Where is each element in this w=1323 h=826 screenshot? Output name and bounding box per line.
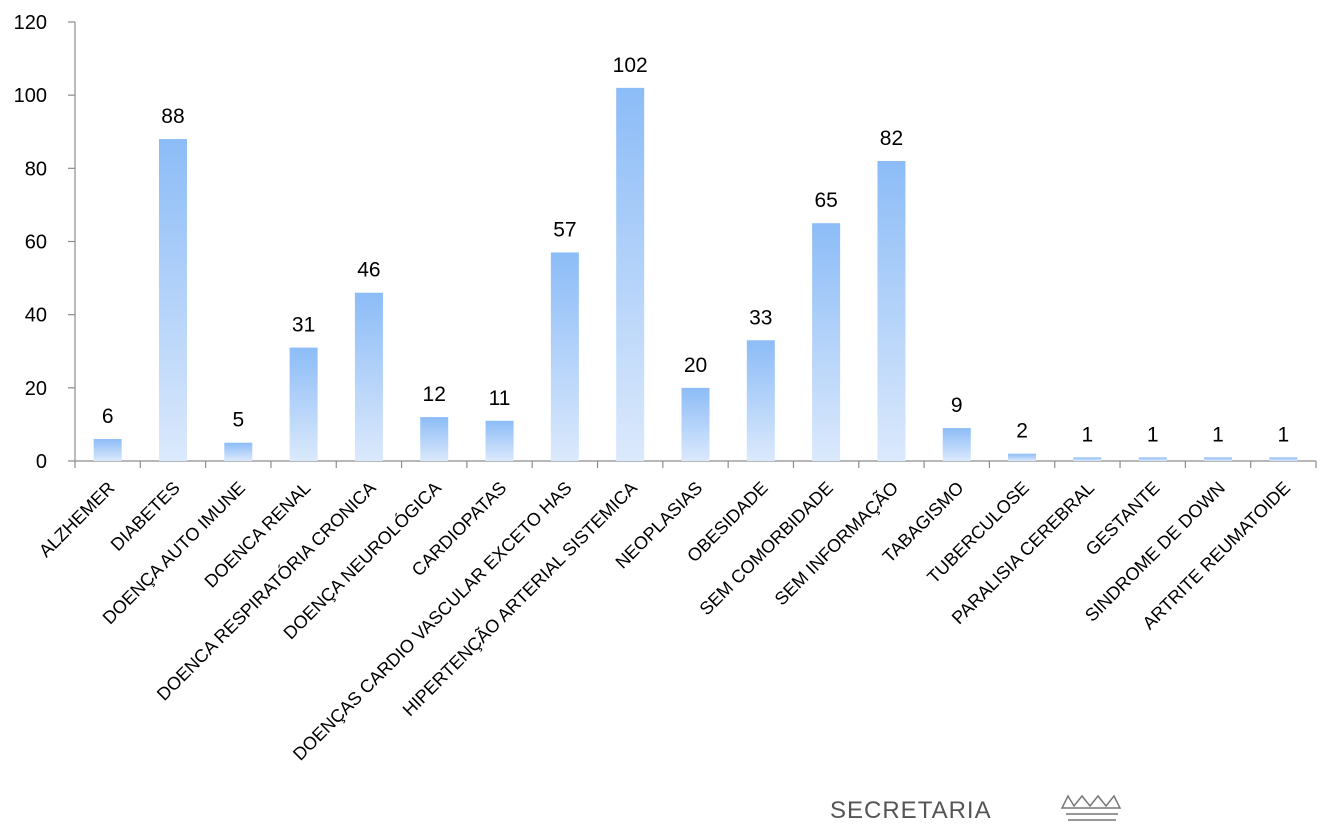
data-label: 46 — [357, 259, 380, 282]
y-tick-label: 100 — [14, 85, 47, 107]
bar — [1138, 457, 1167, 461]
data-label: 102 — [613, 54, 648, 77]
bar — [354, 292, 383, 461]
data-label: 1 — [1277, 423, 1289, 446]
bars — [93, 87, 1298, 462]
bar — [1269, 457, 1298, 461]
data-label: 9 — [951, 394, 963, 417]
data-label: 65 — [814, 189, 837, 212]
bar — [485, 420, 514, 461]
bar — [158, 139, 187, 462]
data-label: 5 — [232, 409, 244, 432]
bar — [616, 87, 645, 461]
bar — [93, 439, 122, 461]
bar — [877, 161, 906, 461]
category-label: HIPERTENÇÃO ARTERIAL SISTEMICA — [398, 477, 641, 720]
bar — [420, 417, 449, 461]
logo-secretaria-text: SECRETARIA — [830, 797, 992, 824]
data-label: 12 — [423, 383, 446, 406]
bar — [1204, 457, 1233, 461]
y-tick-label: 120 — [14, 12, 47, 34]
bar — [289, 347, 318, 461]
y-tick-label: 20 — [25, 378, 47, 400]
data-label: 88 — [161, 105, 184, 128]
crown-icon — [1060, 794, 1122, 821]
y-tick-label: 80 — [25, 158, 47, 180]
bar — [1073, 457, 1102, 461]
y-tick-label: 0 — [36, 451, 47, 473]
bar — [746, 340, 775, 461]
data-label: 1 — [1082, 423, 1094, 446]
data-label: 31 — [292, 314, 315, 337]
category-label: ALZHEMER — [35, 478, 118, 561]
data-label: 57 — [553, 218, 576, 241]
y-tick-label: 60 — [25, 232, 47, 254]
bar — [942, 428, 971, 461]
data-label: 1 — [1147, 423, 1159, 446]
bar — [550, 252, 579, 461]
data-label: 33 — [749, 306, 772, 329]
bar — [812, 223, 841, 461]
category-label: SEM INFORMAÇÃO — [770, 477, 902, 609]
data-label: 1 — [1212, 423, 1224, 446]
data-label: 82 — [880, 127, 903, 150]
category-label: SEM COMORBIDADE — [696, 478, 837, 619]
y-tick-label: 40 — [25, 305, 47, 327]
bar — [1008, 453, 1037, 461]
footer-logo: SECRETARIA — [830, 794, 1122, 824]
bar — [224, 442, 253, 461]
data-label: 2 — [1016, 420, 1028, 443]
data-label: 6 — [102, 405, 114, 428]
data-label: 11 — [489, 387, 511, 410]
data-label: 20 — [684, 354, 707, 377]
bar — [681, 387, 710, 461]
